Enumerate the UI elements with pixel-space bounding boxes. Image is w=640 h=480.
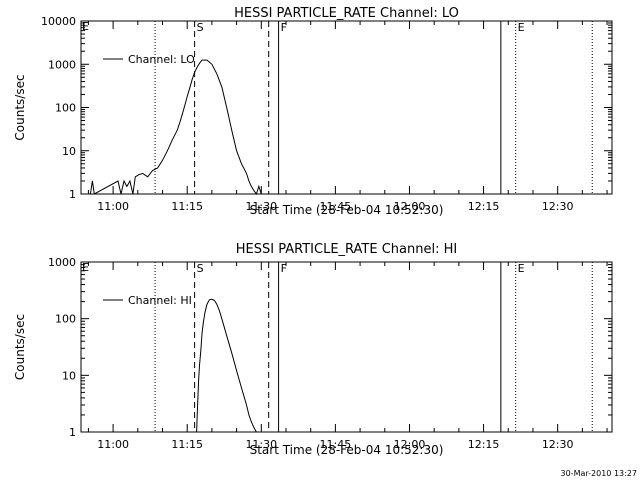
x-tick-label: 12:30 xyxy=(542,438,574,451)
event-marker-label: S xyxy=(197,262,204,275)
x-tick-label: 11:45 xyxy=(320,200,352,213)
x-tick-label: 12:30 xyxy=(542,200,574,213)
x-tick-label: 12:00 xyxy=(394,438,426,451)
footer-timestamp: 30-Mar-2010 13:27 xyxy=(561,469,638,478)
y-tick-label: 100 xyxy=(55,102,76,115)
event-marker-label: E xyxy=(518,21,525,34)
x-tick-label: 11:15 xyxy=(171,200,203,213)
series-line xyxy=(196,298,257,433)
x-axis-label: Start Time (28-Feb-04 10:52:30) xyxy=(250,443,444,457)
legend-label: Channel: HI xyxy=(128,294,192,307)
x-tick-label: 11:00 xyxy=(97,200,129,213)
x-tick-label: 12:15 xyxy=(468,200,500,213)
x-tick-label: 11:45 xyxy=(320,438,352,451)
y-axis-label: Counts/sec xyxy=(13,314,27,380)
x-tick-label: 11:30 xyxy=(245,438,277,451)
corner-label: E xyxy=(82,20,89,33)
plot-frame xyxy=(80,20,613,195)
panel-lo: HESSI PARTICLE_RATE Channel: LO 1 10 100 100… xyxy=(13,6,613,217)
event-marker-label: S xyxy=(197,21,204,34)
chart-title: HESSI PARTICLE_RATE Channel: HI xyxy=(236,242,457,257)
event-marker-label: F xyxy=(281,262,287,275)
y-tick-label: 1000 xyxy=(48,58,76,71)
corner-label: E xyxy=(82,261,89,274)
x-tick-label: 11:15 xyxy=(171,438,203,451)
x-tick-label: 12:15 xyxy=(468,438,500,451)
y-tick-label: 10 xyxy=(62,369,76,382)
x-tick-label: 12:00 xyxy=(394,200,426,213)
y-tick-label: 1 xyxy=(69,426,76,439)
y-tick-label: 10 xyxy=(62,145,76,158)
plot-frame xyxy=(80,261,613,433)
series-line xyxy=(89,59,264,196)
y-tick-label: 10000 xyxy=(41,15,76,28)
x-tick-label: 11:00 xyxy=(97,438,129,451)
y-tick-label: 1 xyxy=(69,188,76,201)
chart-title: HESSI PARTICLE_RATE Channel: LO xyxy=(234,6,459,21)
event-marker-label: F xyxy=(281,21,287,34)
event-marker-label: E xyxy=(518,262,525,275)
y-axis-label: Counts/sec xyxy=(13,74,27,140)
panel-hi: HESSI PARTICLE_RATE Channel: HI 1 10 100 100… xyxy=(13,242,613,457)
x-axis-label: Start Time (28-Feb-04 10:52:30) xyxy=(250,203,444,217)
x-tick-label: 11:30 xyxy=(245,200,277,213)
y-tick-label: 1000 xyxy=(48,256,76,269)
y-tick-label: 100 xyxy=(55,313,76,326)
legend-label: Channel: LO xyxy=(128,53,195,66)
